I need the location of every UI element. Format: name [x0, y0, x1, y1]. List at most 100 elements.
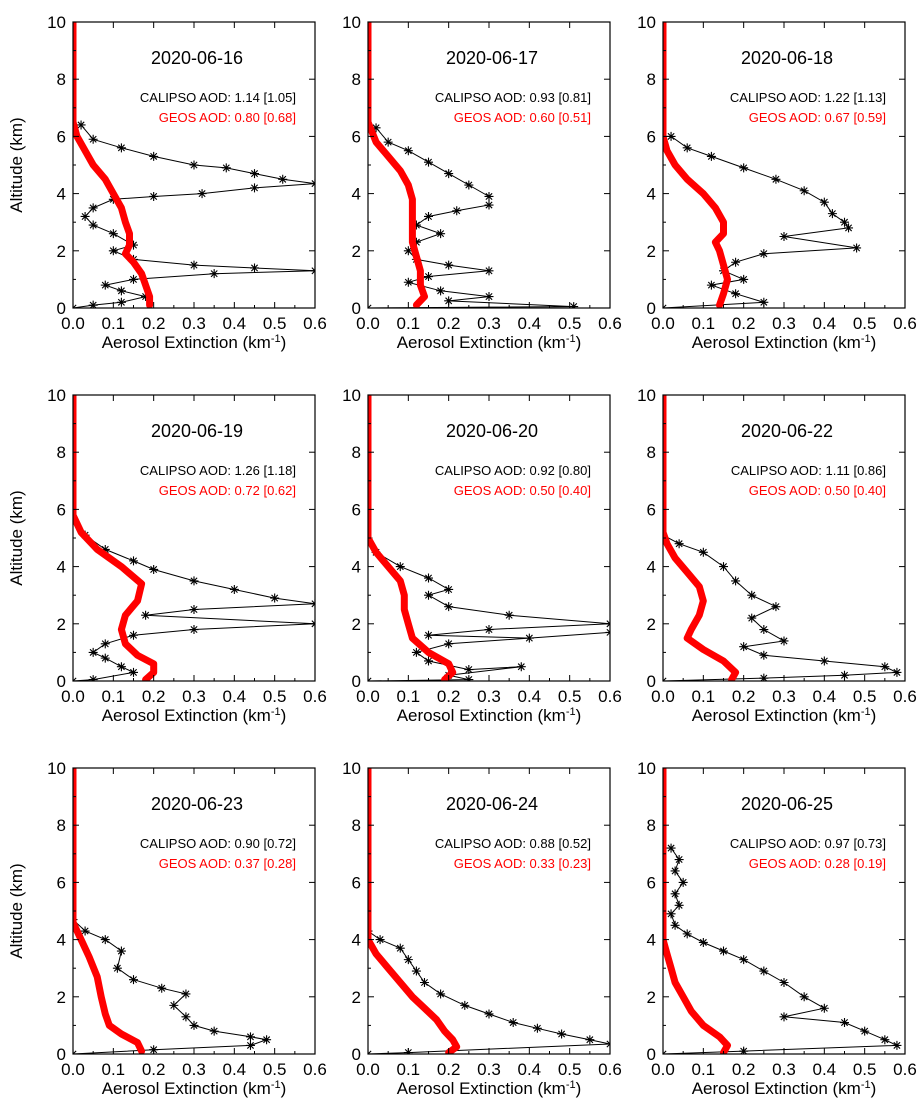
panel-2020-06-20: 0.0 0.1 0.2 0.3 0.4 0.5 0.6 0 2 4 6 8 10 Aerosol Exti…: [342, 386, 622, 725]
calipso-point: [189, 160, 199, 170]
x-axis-title-main: Aerosol Extinction (km: [397, 706, 566, 725]
x-tick-label: 0.6: [893, 314, 917, 333]
y-tick-label: 2: [647, 988, 656, 1007]
geos-aod-text: GEOS AOD: 0.72 [0.62]: [159, 483, 296, 498]
plot-area: [663, 395, 902, 681]
calipso-point: [250, 169, 259, 179]
x-tick-label: 0.6: [893, 1060, 917, 1079]
calipso-point: [189, 625, 199, 635]
panel-date: 2020-06-22: [741, 421, 833, 441]
plot-area: [663, 22, 862, 308]
y-tick-label: 8: [647, 443, 656, 462]
x-tick-label: 0.1: [102, 314, 126, 333]
x-axis-title-sup: -1: [861, 1079, 871, 1091]
calipso-point: [682, 143, 692, 153]
calipso-point: [100, 639, 110, 649]
calipso-point: [424, 656, 433, 666]
calipso-point: [88, 134, 98, 144]
x-axis-title: Aerosol Extinction (km-1): [692, 333, 877, 352]
calipso-point: [666, 131, 676, 141]
y-axis-title: Altitude (km): [7, 863, 26, 958]
calipso-point: [444, 602, 454, 612]
calipso-point: [666, 843, 676, 853]
plot-area: [368, 395, 610, 681]
y-tick-label: 0: [647, 1045, 656, 1064]
y-tick-label: 4: [647, 931, 656, 950]
x-axis-title-sup: -1: [271, 706, 281, 718]
calipso-point: [403, 146, 413, 156]
x-tick-label: 0.6: [893, 687, 917, 706]
y-tick-label: 6: [352, 127, 361, 146]
calipso-point: [395, 562, 405, 572]
calipso-point: [419, 978, 429, 987]
x-axis-title: Aerosol Extinction (km-1): [397, 333, 582, 352]
calipso-point: [88, 220, 98, 230]
calipso-point: [112, 963, 122, 973]
calipso-point: [484, 1009, 494, 1019]
panel-date: 2020-06-17: [446, 48, 538, 68]
calipso-point: [250, 263, 259, 273]
y-tick-label: 6: [647, 127, 656, 146]
y-tick-label: 4: [352, 558, 361, 577]
calipso-point: [197, 189, 207, 199]
geos-aod-text: GEOS AOD: 0.50 [0.40]: [454, 483, 591, 498]
y-tick-label: 8: [57, 70, 66, 89]
y-tick-label: 2: [352, 988, 361, 1007]
calipso-point: [844, 223, 854, 233]
x-axis-title-main: Aerosol Extinction (km: [692, 1079, 861, 1098]
x-tick-label: 0.0: [651, 687, 675, 706]
plot-area: [663, 768, 902, 1054]
y-tick-label: 0: [57, 1045, 66, 1064]
y-tick-label: 2: [647, 242, 656, 261]
x-axis-title-main: Aerosol Extinction (km: [692, 333, 861, 352]
calipso-point: [698, 937, 708, 947]
x-axis-title: Aerosol Extinction (km-1): [692, 1079, 877, 1098]
calipso-point: [181, 1012, 191, 1022]
calipso-point: [149, 564, 159, 574]
x-axis-title-close: ): [871, 706, 877, 725]
x-axis-title: Aerosol Extinction (km-1): [102, 706, 287, 725]
plot-area: [73, 768, 272, 1054]
calipso-point: [524, 633, 534, 643]
x-tick-label: 0.5: [853, 687, 877, 706]
calipso-point: [852, 243, 862, 253]
x-axis-title-close: ): [576, 706, 582, 725]
calipso-point: [674, 539, 684, 549]
x-axis-title-sup: -1: [566, 706, 576, 718]
x-tick-label: 0.0: [61, 687, 85, 706]
x-axis-title-sup: -1: [566, 1079, 576, 1091]
calipso-point: [444, 296, 454, 306]
calipso-point: [424, 590, 433, 600]
x-axis-title-main: Aerosol Extinction (km: [102, 333, 271, 352]
calipso-point: [799, 186, 809, 196]
calipso-point: [892, 667, 902, 677]
calipso-point: [771, 602, 781, 612]
calipso-point: [706, 151, 716, 161]
x-tick-label: 0.6: [598, 687, 622, 706]
y-tick-label: 0: [647, 299, 656, 318]
calipso-point: [747, 613, 757, 623]
geos-series-line: [73, 768, 146, 1054]
calipso-point: [779, 1012, 789, 1022]
panel-2020-06-18: 0.0 0.1 0.2 0.3 0.4 0.5 0.6 0 2 4 6 8 10 Aerosol Exti…: [637, 13, 917, 352]
calipso-point: [484, 625, 494, 635]
x-tick-label: 0.1: [692, 1060, 716, 1079]
x-tick-label: 0.1: [397, 687, 421, 706]
x-tick-label: 0.0: [61, 1060, 85, 1079]
x-tick-label: 0.3: [477, 687, 501, 706]
y-tick-label: 0: [352, 299, 361, 318]
calipso-aod-text: CALIPSO AOD: 1.14 [1.05]: [140, 90, 296, 105]
plot-area: [368, 22, 579, 308]
calipso-point: [229, 584, 239, 594]
x-tick-label: 0.4: [813, 687, 837, 706]
calipso-point: [840, 1018, 849, 1028]
x-tick-label: 0.4: [518, 687, 542, 706]
x-tick-label: 0.1: [102, 687, 126, 706]
calipso-point: [245, 1032, 255, 1042]
calipso-point: [731, 576, 741, 586]
calipso-aod-text: CALIPSO AOD: 1.26 [1.18]: [140, 463, 296, 478]
y-tick-label: 6: [647, 873, 656, 892]
panel-2020-06-25: 0.0 0.1 0.2 0.3 0.4 0.5 0.6 0 2 4 6 8 10 Aerosol Exti…: [637, 759, 917, 1098]
calipso-series-line: [663, 135, 857, 308]
x-tick-label: 0.0: [356, 687, 380, 706]
